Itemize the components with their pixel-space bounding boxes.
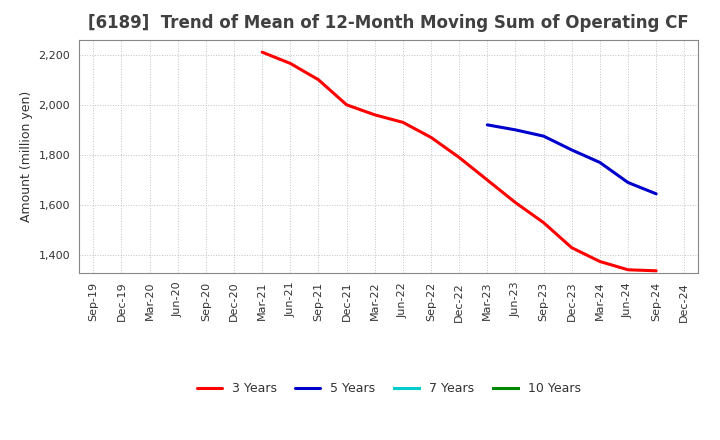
5 Years [624,180,632,185]
Legend: 3 Years, 5 Years, 7 Years, 10 Years: 3 Years, 5 Years, 7 Years, 10 Years [192,377,586,400]
3 Years [595,259,604,264]
3 Years [511,200,520,205]
3 Years [370,112,379,117]
5 Years [595,160,604,165]
3 Years [427,135,436,140]
Title: [6189]  Trend of Mean of 12-Month Moving Sum of Operating CF: [6189] Trend of Mean of 12-Month Moving … [89,15,689,33]
Y-axis label: Amount (million yen): Amount (million yen) [20,91,33,222]
5 Years [483,122,492,128]
3 Years [624,267,632,272]
Line: 3 Years: 3 Years [262,52,656,271]
5 Years [539,133,548,139]
5 Years [511,127,520,132]
3 Years [314,77,323,82]
3 Years [539,220,548,225]
3 Years [483,177,492,183]
3 Years [652,268,660,273]
3 Years [567,245,576,250]
5 Years [652,191,660,196]
3 Years [455,155,464,160]
3 Years [258,49,266,55]
3 Years [286,61,294,66]
5 Years [567,147,576,153]
3 Years [399,120,408,125]
3 Years [342,102,351,107]
Line: 5 Years: 5 Years [487,125,656,194]
